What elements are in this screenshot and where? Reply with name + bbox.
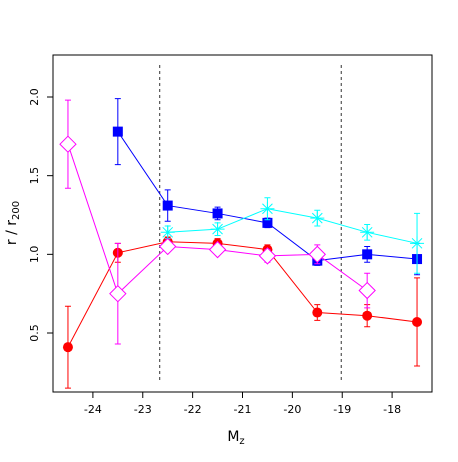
point [358, 281, 376, 300]
point [112, 126, 123, 137]
point [162, 200, 173, 211]
point [208, 240, 227, 259]
x-tick-label: -20 [283, 403, 301, 416]
x-tick-label: -24 [84, 403, 102, 416]
x-tick-label: -22 [184, 403, 202, 416]
point [412, 316, 423, 327]
x-axis-label: Mz [227, 429, 244, 447]
point [62, 342, 73, 353]
y-axis-label: r / r200 [4, 201, 22, 245]
point [109, 284, 127, 303]
y-tick-label: 0.5 [28, 324, 41, 342]
series-line [117, 131, 418, 262]
point [362, 249, 373, 260]
point [210, 222, 225, 237]
point [262, 217, 273, 228]
y-tick-label: 1.0 [28, 246, 41, 264]
point [312, 307, 323, 318]
series-line [67, 241, 418, 348]
point [410, 236, 425, 251]
point [158, 237, 177, 256]
y-label-sub: 200 [11, 201, 22, 220]
x-tick-label: -19 [333, 403, 351, 416]
y-tick-label: 1.5 [28, 167, 41, 185]
point [59, 135, 77, 153]
point [258, 247, 277, 265]
point [362, 310, 373, 321]
y-label-main: r / r [4, 220, 20, 245]
x-tick-label: -18 [383, 403, 401, 416]
x-tick-label: -23 [134, 403, 152, 416]
series-line [167, 208, 418, 244]
point [360, 225, 375, 240]
point [308, 245, 327, 264]
point [310, 211, 325, 226]
y-tick-label: 2.0 [28, 88, 41, 106]
x-label-sub: z [239, 436, 244, 447]
x-tick-label: -21 [234, 403, 252, 416]
x-label-main: M [227, 429, 239, 445]
plot-box [52, 54, 433, 393]
point [260, 201, 275, 216]
point [212, 208, 223, 219]
point [160, 225, 175, 240]
